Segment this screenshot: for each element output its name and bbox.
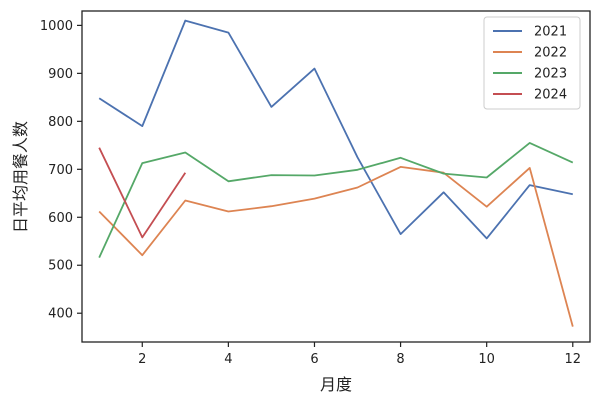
y-tick-label: 1000 [40,19,73,34]
x-tick-label: 6 [310,352,318,367]
y-tick-label: 500 [48,259,73,274]
y-tick-label: 700 [48,163,73,178]
x-tick-label: 2 [138,352,146,367]
y-tick-label: 400 [48,307,73,322]
legend-label-2022: 2022 [534,46,567,61]
series-line-2021 [98,19,573,240]
legend-label-2024: 2024 [534,88,567,103]
y-tick-label: 800 [48,115,73,130]
x-tick-label: 12 [565,352,582,367]
x-tick-label: 4 [224,352,232,367]
y-tick-label: 900 [48,67,73,82]
plot-frame [81,10,591,343]
legend-label-2023: 2023 [534,67,567,82]
y-axis-label: 日平均用餐人数 [11,121,30,233]
legend: 2021 2022 2023 2024 [483,16,581,110]
x-tick-label: 8 [396,352,404,367]
x-axis-label: 月度 [320,375,352,394]
x-tick-label: 10 [478,352,495,367]
legend-box [483,16,581,110]
legend-label-2021: 2021 [534,25,567,40]
y-tick-label: 600 [48,211,73,226]
series-line-2022 [98,165,574,327]
series-line-2023 [98,141,574,258]
series-line-2024 [98,147,187,239]
